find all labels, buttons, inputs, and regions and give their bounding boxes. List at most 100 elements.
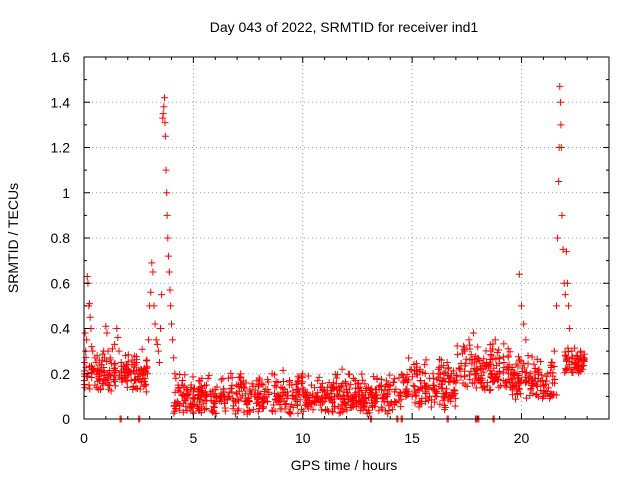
data-point-band (473, 369, 481, 377)
data-point (469, 329, 477, 337)
data-point-band (492, 361, 500, 369)
axis-ticks: 0 5 10 15 20 0 0.2 0.4 0.6 0.8 1 1.2 1.4 1.6 (51, 49, 610, 446)
data-point-band (486, 386, 494, 394)
data-point-band (408, 373, 416, 381)
data-point (139, 374, 147, 382)
data-point-band (228, 388, 236, 396)
data-point-band (504, 352, 512, 360)
data-point-band (509, 383, 517, 391)
data-point-band (238, 392, 246, 400)
data-point (128, 356, 136, 364)
data-point-band (495, 375, 503, 383)
data-point-band (568, 354, 576, 362)
data-point-band (195, 386, 203, 394)
data-point (556, 98, 564, 106)
data-point-band (99, 350, 107, 358)
data-point-band (187, 401, 195, 409)
data-point (557, 121, 565, 129)
data-point (579, 356, 587, 364)
data-point (369, 390, 377, 398)
data-point-band (89, 366, 97, 374)
data-point (572, 352, 580, 360)
data-point-band (326, 394, 334, 402)
data-point-band (413, 371, 421, 379)
x-tick-label: 10 (295, 430, 311, 446)
data-point-band (304, 372, 312, 380)
data-point (189, 388, 197, 396)
data-point (229, 395, 237, 403)
data-point-band (397, 403, 405, 411)
data-point-band (471, 355, 479, 363)
data-point-band (328, 390, 336, 398)
data-point (119, 365, 127, 373)
data-point-band (211, 409, 219, 417)
data-point (157, 325, 165, 332)
data-point-band (403, 391, 411, 399)
data-point (491, 336, 499, 344)
data-point-band (298, 405, 306, 413)
data-point (399, 379, 407, 387)
data-point-band (204, 375, 212, 383)
data-point (172, 374, 180, 382)
data-point (181, 392, 189, 400)
data-point (531, 374, 539, 382)
y-axis-label: SRMTID / TECUs (5, 183, 21, 293)
data-point-band (330, 384, 338, 392)
data-point-band (212, 398, 220, 406)
data-point-band (376, 381, 384, 389)
data-point-band (205, 371, 213, 379)
data-point-band (447, 373, 455, 381)
data-point-band (520, 359, 528, 367)
data-point-band (318, 379, 326, 387)
data-point-band (347, 380, 355, 388)
data-point (391, 388, 399, 396)
data-point-band (86, 385, 94, 393)
data-point (329, 379, 337, 387)
data-point (148, 259, 156, 267)
data-point-band (382, 377, 390, 385)
data-point (522, 336, 530, 344)
data-point-band (130, 367, 138, 375)
data-point-band (541, 392, 549, 400)
data-point-band (479, 384, 487, 392)
y-tick-label: 1.2 (51, 140, 71, 156)
data-point-band (260, 394, 268, 402)
data-point (81, 329, 89, 337)
data-point (568, 347, 576, 355)
data-point (556, 82, 564, 90)
data-point (98, 361, 105, 369)
data-point (108, 345, 116, 353)
data-point-band (580, 350, 588, 358)
data-point-band (410, 387, 418, 395)
data-point-band (510, 383, 518, 391)
data-point (161, 132, 169, 140)
data-point-band (386, 371, 394, 379)
data-point-band (142, 380, 150, 388)
data-point-band (344, 370, 352, 378)
data-point (338, 365, 346, 373)
data-point-band (507, 376, 515, 384)
data-point-band (487, 386, 495, 394)
data-point-band (433, 376, 441, 384)
data-point (474, 365, 482, 373)
data-point-band (534, 393, 542, 401)
data-point (83, 272, 91, 280)
data-point (176, 388, 184, 396)
data-point (111, 340, 119, 348)
data-point-band (467, 351, 475, 359)
data-point (162, 166, 170, 174)
data-point-band (221, 404, 229, 412)
data-point-band (524, 360, 532, 368)
data-point (286, 377, 294, 385)
data-point-band (233, 407, 241, 415)
data-point-band (451, 402, 459, 410)
data-point-band (348, 394, 356, 402)
y-tick-label: 1.6 (51, 49, 71, 65)
data-point-band (321, 405, 329, 413)
data-point-band (228, 382, 236, 390)
data-point (161, 119, 169, 127)
data-point (147, 288, 155, 296)
data-point (439, 377, 447, 385)
data-point-band (474, 343, 482, 351)
